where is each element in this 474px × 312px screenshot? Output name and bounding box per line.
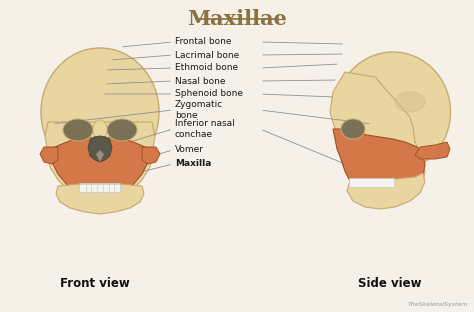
Polygon shape: [96, 150, 104, 162]
Ellipse shape: [107, 119, 137, 141]
Text: Vomer: Vomer: [175, 145, 204, 154]
Text: Ethmoid bone: Ethmoid bone: [175, 64, 238, 72]
Polygon shape: [50, 136, 150, 196]
Polygon shape: [330, 72, 425, 199]
FancyBboxPatch shape: [80, 184, 120, 193]
Polygon shape: [40, 147, 58, 164]
Text: Inferior nasal
conchae: Inferior nasal conchae: [175, 119, 235, 139]
Polygon shape: [56, 184, 144, 214]
FancyBboxPatch shape: [349, 178, 394, 188]
Text: Frontal bone: Frontal bone: [175, 37, 231, 46]
Polygon shape: [347, 173, 425, 209]
Ellipse shape: [336, 52, 450, 172]
Text: Maxilla: Maxilla: [175, 159, 211, 168]
Polygon shape: [88, 136, 112, 162]
Ellipse shape: [93, 120, 107, 140]
Ellipse shape: [63, 119, 93, 141]
Text: Zygomatic
bone: Zygomatic bone: [175, 100, 223, 120]
Text: Side view: Side view: [358, 277, 422, 290]
Text: Maxillae: Maxillae: [187, 9, 287, 29]
Ellipse shape: [395, 92, 425, 112]
Text: Sphenoid bone: Sphenoid bone: [175, 90, 243, 99]
Polygon shape: [142, 147, 160, 164]
Text: Lacrimal bone: Lacrimal bone: [175, 51, 239, 60]
FancyBboxPatch shape: [80, 183, 120, 193]
Text: Nasal bone: Nasal bone: [175, 76, 226, 85]
Ellipse shape: [341, 119, 365, 139]
Ellipse shape: [41, 48, 159, 176]
Polygon shape: [45, 122, 155, 204]
Polygon shape: [333, 129, 425, 193]
Text: Front view: Front view: [60, 277, 130, 290]
Text: TheSkeletalSystem: TheSkeletalSystem: [408, 302, 468, 307]
Polygon shape: [415, 142, 450, 159]
